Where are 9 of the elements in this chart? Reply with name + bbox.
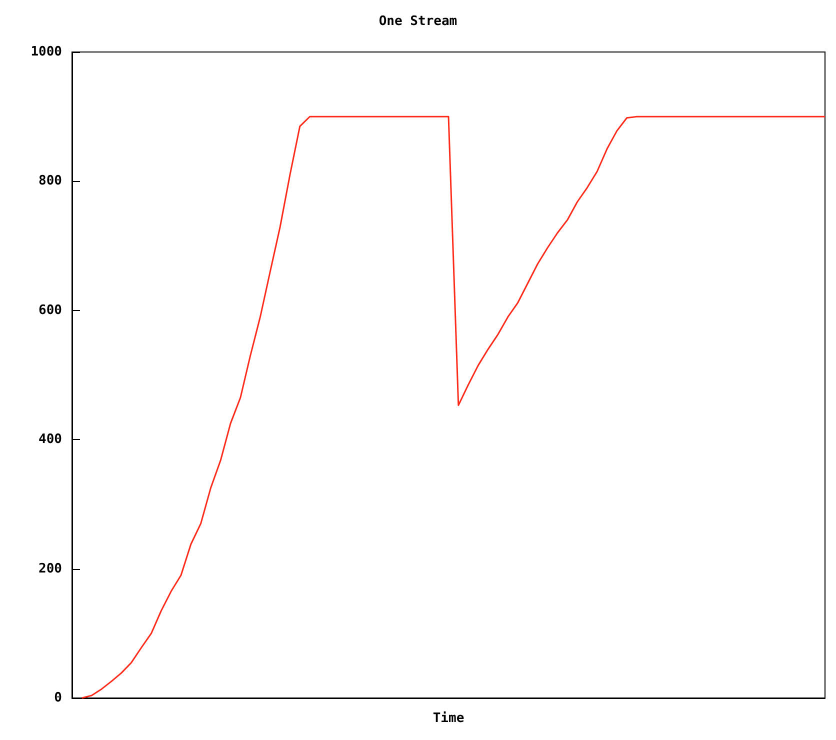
- y-tick-label: 400: [38, 432, 62, 448]
- line-series: [81, 116, 826, 699]
- chart-title: One Stream: [378, 14, 458, 29]
- y-tick-label: 200: [38, 561, 62, 576]
- y-tick-label: 600: [38, 302, 62, 318]
- y-tick-label: 800: [38, 174, 62, 189]
- y-tick-label: 0: [54, 690, 62, 706]
- x-axis-title: Time: [432, 711, 464, 726]
- y-tick-label: 1000: [30, 44, 62, 60]
